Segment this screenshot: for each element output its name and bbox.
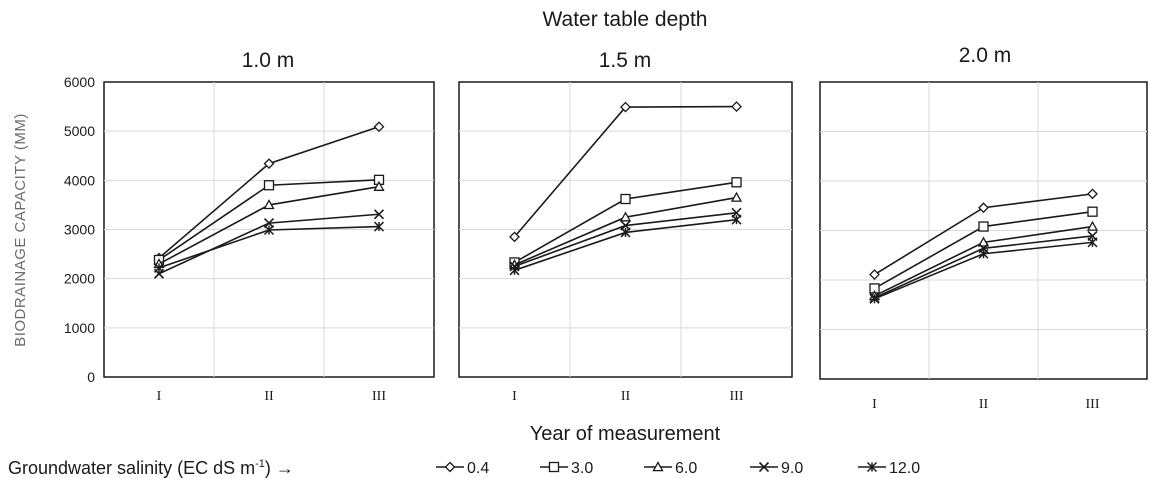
x-tick-label: I bbox=[157, 389, 162, 404]
y-tick-label: 2000 bbox=[64, 271, 95, 287]
legend-item-12.0: 12.0 bbox=[858, 460, 920, 477]
y-tick-label: 0 bbox=[87, 369, 95, 385]
legend-marker bbox=[444, 461, 456, 473]
series-3.0 bbox=[869, 206, 1098, 294]
legend-label: 0.4 bbox=[467, 460, 489, 477]
legend-marker bbox=[866, 461, 878, 473]
data-point bbox=[1087, 206, 1098, 217]
legend-item-6.0: 6.0 bbox=[644, 460, 697, 477]
legend-item-9.0: 9.0 bbox=[750, 460, 803, 477]
series-line bbox=[514, 218, 737, 272]
data-point bbox=[620, 193, 631, 205]
legend-marker bbox=[548, 461, 560, 473]
x-tick-label: I bbox=[872, 397, 877, 412]
legend-marker bbox=[652, 461, 664, 472]
data-point bbox=[153, 262, 165, 273]
data-point bbox=[1087, 188, 1098, 200]
series-12.0 bbox=[869, 237, 1098, 304]
panel-title: 2.0 m bbox=[959, 44, 1012, 67]
panel-title: 1.5 m bbox=[599, 49, 652, 72]
data-point bbox=[373, 121, 385, 133]
data-point bbox=[869, 269, 880, 280]
data-point bbox=[977, 236, 990, 247]
data-point bbox=[619, 211, 632, 222]
series-0.4 bbox=[869, 188, 1098, 280]
data-point bbox=[263, 199, 275, 210]
data-point bbox=[731, 101, 742, 113]
data-point bbox=[978, 248, 989, 259]
x-tick-label: II bbox=[621, 389, 631, 404]
legend-item-0.4: 0.4 bbox=[436, 460, 489, 477]
x-tick-label: II bbox=[979, 397, 989, 412]
y-axis-label: BIODRAINAGE CAPACITY (MM) bbox=[12, 113, 29, 347]
data-point bbox=[1086, 220, 1099, 231]
data-point bbox=[373, 221, 385, 232]
data-point bbox=[263, 158, 275, 170]
data-point bbox=[731, 214, 742, 225]
legend-label: 6.0 bbox=[675, 460, 697, 477]
data-point bbox=[978, 202, 989, 214]
data-point bbox=[730, 191, 743, 202]
series-3.0 bbox=[153, 174, 385, 266]
series-6.0 bbox=[153, 180, 385, 269]
legend-title: Groundwater salinity (EC dS m-1) → bbox=[8, 458, 294, 478]
x-axis-label: Year of measurement bbox=[530, 423, 721, 445]
series-line bbox=[158, 185, 380, 265]
x-tick-label: III bbox=[1086, 397, 1100, 412]
series-6.0 bbox=[868, 220, 1099, 301]
data-point bbox=[620, 227, 631, 238]
data-point bbox=[1087, 237, 1098, 248]
y-tick-label: 3000 bbox=[64, 222, 95, 238]
legend-item-3.0: 3.0 bbox=[540, 460, 593, 477]
legend-items: 0.4 3.0 6.0 9.0 12.0 bbox=[436, 460, 920, 477]
data-point bbox=[373, 209, 385, 220]
x-tick-label: III bbox=[730, 389, 744, 404]
x-tick-label: I bbox=[512, 389, 517, 404]
panel-title: 1.0 m bbox=[242, 49, 295, 72]
y-tick-label: 5000 bbox=[64, 123, 95, 139]
data-point bbox=[978, 221, 989, 232]
series-12.0 bbox=[153, 221, 385, 273]
legend-label: 9.0 bbox=[781, 460, 803, 477]
data-point bbox=[263, 180, 275, 191]
y-tick-label: 6000 bbox=[64, 74, 95, 90]
data-point bbox=[869, 293, 880, 304]
legend-label: 3.0 bbox=[571, 460, 593, 477]
series-12.0 bbox=[509, 214, 742, 276]
x-tick-label: II bbox=[264, 389, 274, 404]
data-point bbox=[509, 231, 520, 243]
legend-marker bbox=[758, 461, 770, 473]
data-point bbox=[620, 101, 631, 113]
data-point bbox=[373, 180, 385, 191]
legend: Groundwater salinity (EC dS m-1) → 0.4 3.… bbox=[8, 458, 920, 478]
x-tick-label: III bbox=[372, 389, 386, 404]
legend-label: 12.0 bbox=[889, 460, 920, 477]
y-tick-label: 1000 bbox=[64, 320, 95, 336]
super-title: Water table depth bbox=[543, 8, 708, 31]
series-0.4 bbox=[509, 101, 742, 243]
data-point bbox=[263, 224, 275, 236]
data-point bbox=[509, 265, 520, 276]
y-tick-label: 4000 bbox=[64, 172, 95, 188]
series-9.0 bbox=[153, 209, 385, 279]
data-point bbox=[731, 177, 742, 188]
